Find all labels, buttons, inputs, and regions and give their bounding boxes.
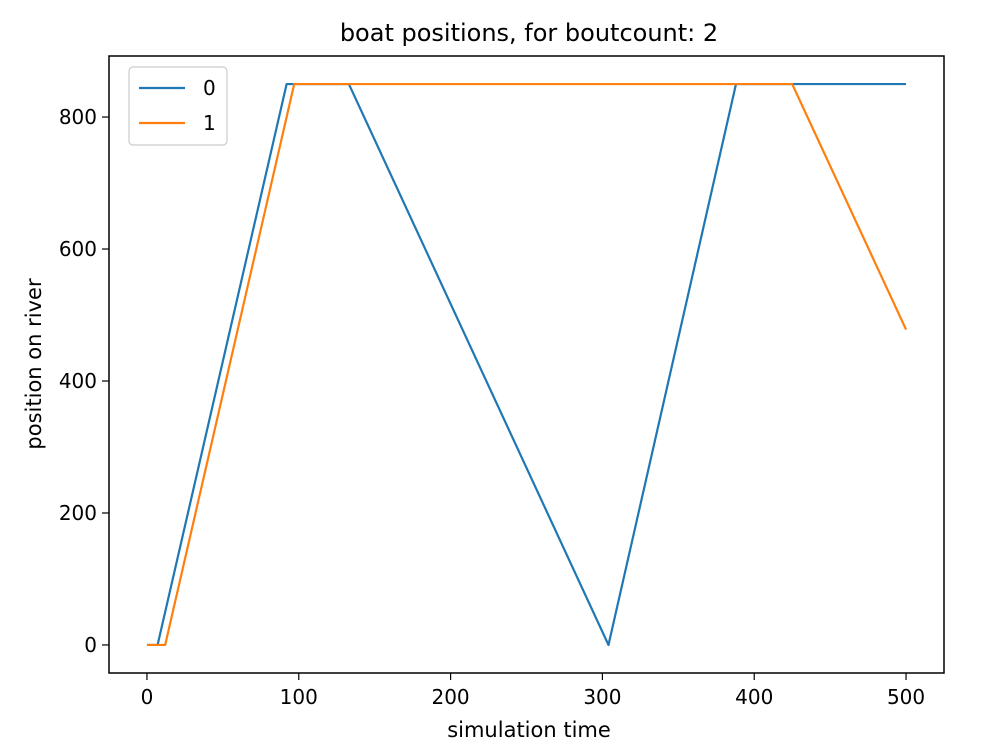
plot-lines [146, 82, 908, 647]
x-axis-ticks: 0 100 200 300 400 500 [141, 673, 925, 709]
legend-label-1: 1 [203, 111, 216, 135]
y-tick-label: 200 [59, 501, 97, 525]
x-tick-label: 500 [887, 685, 925, 709]
x-tick-label: 300 [583, 685, 621, 709]
x-tick-label: 400 [735, 685, 773, 709]
series-line-0 [146, 82, 907, 647]
legend: 01 [128, 66, 228, 146]
x-tick-label: 200 [431, 685, 469, 709]
y-tick-label: 600 [59, 237, 97, 261]
legend-box [128, 66, 228, 146]
y-axis-label: position on river [22, 278, 46, 450]
legend-label-0: 0 [203, 76, 216, 100]
y-axis-ticks: 0 200 400 600 800 [59, 105, 109, 657]
chart-title: boat positions, for boutcount: 2 [340, 19, 718, 47]
y-tick-label: 0 [84, 633, 97, 657]
y-tick-label: 400 [59, 369, 97, 393]
series-line-1 [146, 82, 908, 647]
x-tick-label: 100 [280, 685, 318, 709]
y-tick-label: 800 [59, 105, 97, 129]
plot-frame [108, 55, 945, 674]
x-tick-label: 0 [141, 685, 154, 709]
x-axis-label: simulation time [447, 718, 611, 742]
